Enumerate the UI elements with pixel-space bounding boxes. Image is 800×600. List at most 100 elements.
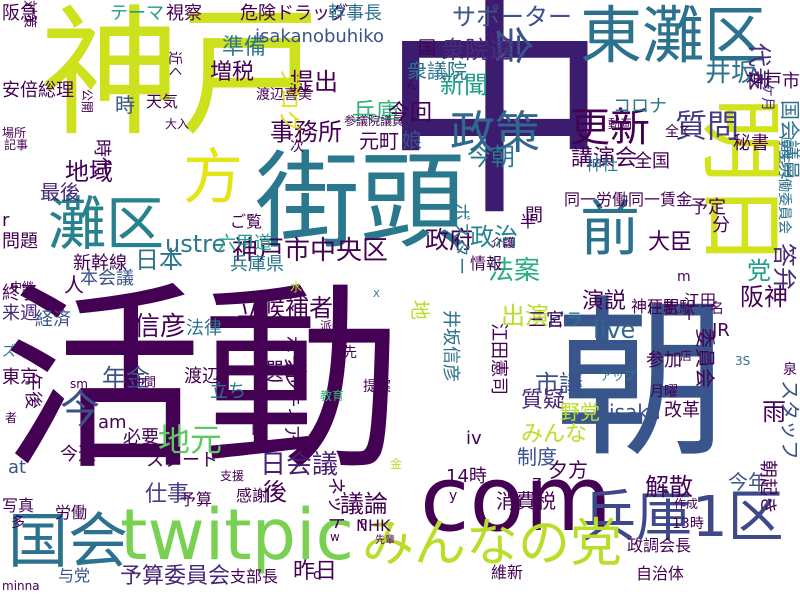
cloud-word: minna	[2, 579, 40, 593]
cloud-word: 渡辺喜美	[256, 87, 312, 103]
cloud-word: 金	[390, 457, 403, 471]
cloud-word: 予算委員会	[120, 564, 231, 589]
cloud-word: 法案	[488, 256, 541, 286]
cloud-word: m	[677, 269, 691, 285]
cloud-word: 今朝	[467, 143, 515, 171]
cloud-word: 派遣	[320, 319, 345, 333]
cloud-word: 制度	[517, 445, 557, 469]
cloud-word: 情報	[470, 254, 503, 273]
cloud-word: 参加	[646, 350, 682, 371]
cloud-word: ズ	[2, 344, 16, 360]
cloud-word: ケ月	[759, 83, 775, 111]
cloud-word: am	[98, 412, 127, 433]
cloud-word: 解散	[645, 473, 693, 501]
cloud-word: 阪急	[2, 3, 38, 24]
cloud-word: 最後	[40, 180, 80, 204]
cloud-word: 安倍総理	[2, 80, 74, 101]
cloud-word: 衆院選	[441, 36, 513, 64]
cloud-word: live	[593, 316, 636, 344]
cloud-word: 雨	[762, 398, 786, 426]
cloud-word: 増税	[210, 60, 255, 85]
cloud-word: 兵庫県	[230, 254, 284, 275]
cloud-word: 準備	[222, 35, 267, 60]
cloud-word: 質疑	[521, 388, 566, 413]
cloud-word: 事務所	[270, 118, 342, 146]
cloud-word: 仕事	[145, 482, 190, 507]
cloud-word: 神戸市中央区	[232, 236, 389, 266]
cloud-word: 天気	[146, 92, 179, 111]
cloud-word: 江田	[684, 291, 717, 310]
cloud-word: 予算	[180, 490, 213, 509]
cloud-word: NHK	[356, 516, 391, 535]
cloud-word: サポーター	[452, 3, 572, 31]
cloud-word: 党	[747, 257, 771, 285]
cloud-word: 政治	[470, 223, 518, 251]
cloud-word: 神戸市	[746, 71, 800, 92]
cloud-word: 三宮	[528, 310, 564, 331]
cloud-word: 的	[251, 418, 269, 439]
cloud-word: 問題	[2, 231, 38, 252]
cloud-word: 自治体	[636, 564, 685, 583]
cloud-word: 地域	[65, 158, 113, 186]
cloud-word: 後	[263, 478, 287, 506]
cloud-word: 中	[380, 0, 611, 248]
cloud-word: 今回	[388, 101, 433, 126]
cloud-word: twitpic	[120, 494, 354, 576]
cloud-word: 更新	[570, 105, 650, 151]
cloud-word: isakanobuhiko	[255, 26, 385, 47]
cloud-word: 国会	[8, 507, 128, 577]
cloud-word: P	[360, 517, 368, 531]
cloud-word: 神戸駅	[631, 297, 680, 316]
cloud-word: コロナ	[613, 96, 667, 117]
cloud-word: 日会議	[260, 450, 339, 480]
cloud-word: 作成	[674, 497, 699, 511]
cloud-word: I	[687, 308, 692, 324]
cloud-word: 対策	[21, 0, 37, 28]
cloud-word: 大臣	[648, 230, 693, 255]
cloud-word: 提案	[363, 379, 391, 395]
cloud-word: 新幹線	[73, 253, 127, 274]
cloud-word: ボランティア	[280, 335, 302, 443]
cloud-word: 政調会長	[627, 536, 692, 555]
cloud-word: 江田憲司	[488, 323, 509, 395]
cloud-word: 住吉駅	[647, 298, 696, 317]
cloud-word: 名	[710, 301, 724, 317]
cloud-word: X	[373, 289, 380, 300]
cloud-word: ん	[406, 78, 419, 92]
cloud-word: 議論	[340, 490, 388, 518]
cloud-word: 終了	[2, 283, 38, 304]
cloud-word: 水	[290, 280, 303, 294]
cloud-word: 灘区	[48, 190, 165, 258]
cloud-word: 演説	[582, 289, 627, 314]
cloud-word: 政府	[425, 226, 473, 254]
cloud-word: 朝起き	[757, 460, 778, 514]
cloud-word: 東京	[2, 367, 38, 388]
cloud-word: iv	[466, 428, 482, 449]
cloud-word: 国	[418, 38, 436, 59]
cloud-word: isaka	[609, 400, 661, 424]
cloud-word: 仲間	[132, 375, 157, 389]
cloud-word: 神戸	[40, 0, 321, 156]
cloud-word: 店	[680, 349, 693, 363]
cloud-word: ネット	[325, 477, 346, 531]
cloud-word: 日本	[135, 246, 183, 274]
cloud-word: 井坂信彦	[440, 310, 461, 382]
cloud-word: 市議	[535, 370, 583, 398]
cloud-word: 今	[60, 387, 100, 433]
cloud-word: 近く	[166, 51, 182, 79]
cloud-word: 法律	[186, 318, 222, 339]
cloud-word: スタート	[146, 450, 218, 471]
cloud-word: 時代	[91, 139, 112, 175]
cloud-word: 経済	[35, 309, 71, 330]
cloud-word: 先	[343, 345, 357, 361]
cloud-word: 講演会	[571, 146, 638, 171]
cloud-word: 六甲道	[218, 233, 272, 254]
cloud-word: 選挙	[260, 358, 308, 386]
cloud-word: 者	[5, 411, 18, 425]
cloud-word: 場所	[2, 126, 27, 140]
cloud-word: 野党	[560, 400, 600, 424]
cloud-word: 支援	[220, 469, 245, 483]
cloud-word: みんなの党	[362, 514, 623, 574]
cloud-word: 人	[64, 273, 84, 297]
cloud-word: 視察	[166, 3, 202, 24]
